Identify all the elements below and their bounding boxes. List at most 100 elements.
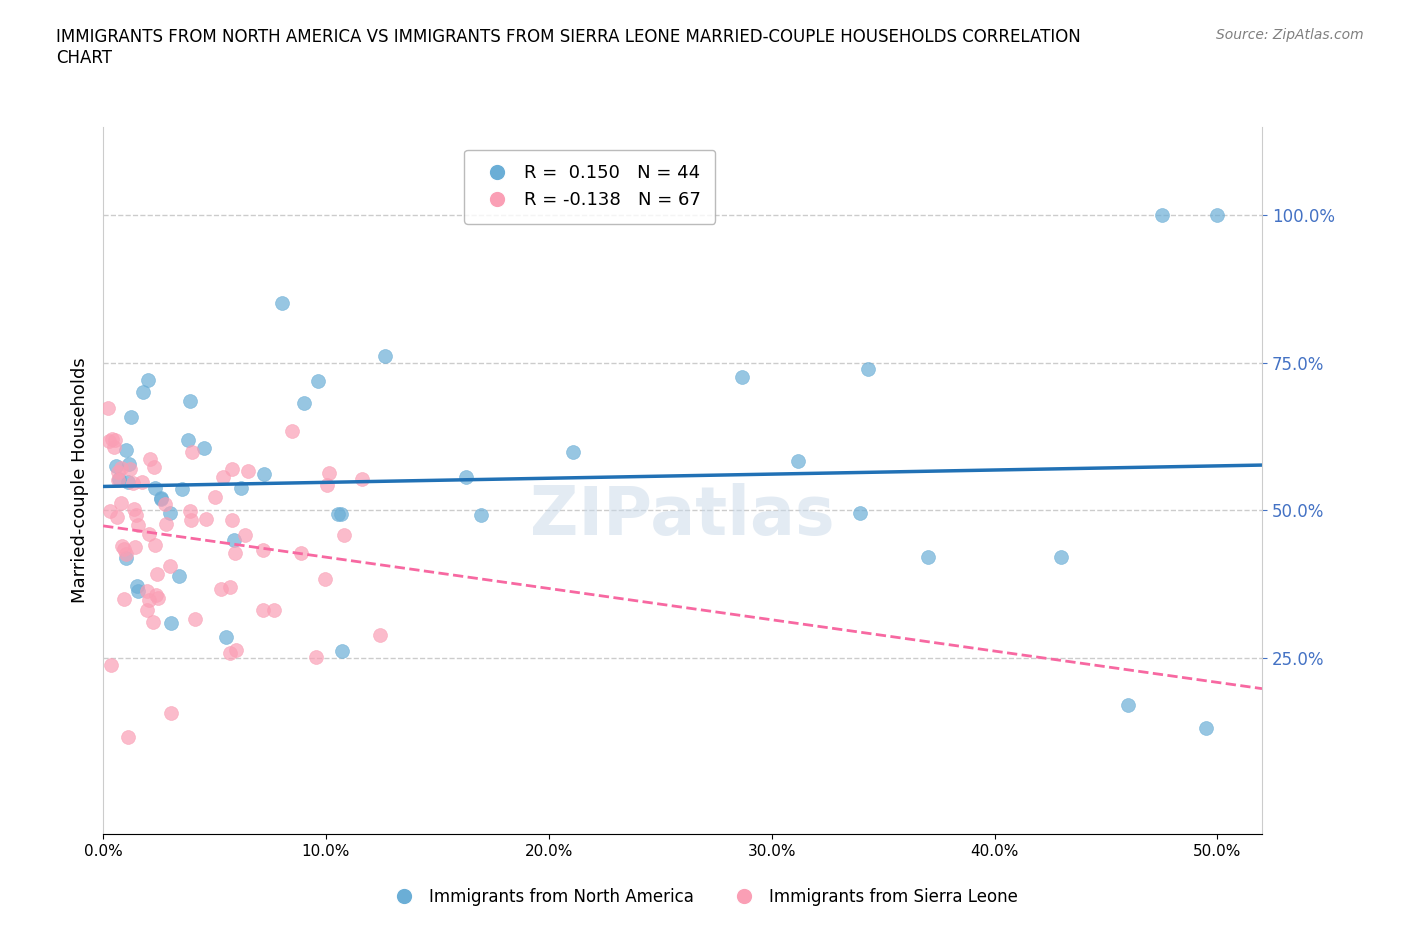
Point <box>107 472 129 486</box>
Point <box>222 533 245 548</box>
Point <box>1118 698 1140 712</box>
Point <box>104 458 127 473</box>
Point <box>127 518 149 533</box>
Point <box>146 566 169 581</box>
Point <box>155 516 177 531</box>
Point <box>103 440 125 455</box>
Point <box>271 296 294 311</box>
Text: ZIPatlas: ZIPatlas <box>530 483 835 549</box>
Point <box>209 581 232 596</box>
Point <box>333 528 356 543</box>
Point <box>1206 207 1229 222</box>
Point <box>97 401 120 416</box>
Point <box>101 432 124 446</box>
Point <box>236 464 259 479</box>
Point <box>117 474 139 489</box>
Point <box>193 441 215 456</box>
Point <box>159 505 181 520</box>
Point <box>122 476 145 491</box>
Point <box>318 465 340 480</box>
Point <box>104 433 127 448</box>
Point <box>211 470 233 485</box>
Point <box>195 512 218 526</box>
Point <box>127 583 149 598</box>
Point <box>731 370 754 385</box>
Point <box>307 374 329 389</box>
Point <box>562 445 585 459</box>
Point <box>456 470 478 485</box>
Point <box>155 497 177 512</box>
Point <box>160 616 183 631</box>
Point <box>786 453 808 468</box>
Point <box>253 466 276 481</box>
Point <box>145 588 167 603</box>
Point <box>120 410 142 425</box>
Point <box>150 491 173 506</box>
Point <box>138 526 160 541</box>
Legend: R =  0.150   N = 44, R = -0.138   N = 67: R = 0.150 N = 44, R = -0.138 N = 67 <box>464 150 716 224</box>
Point <box>179 503 201 518</box>
Point <box>1150 207 1173 222</box>
Point <box>107 465 129 480</box>
Point <box>374 349 396 364</box>
Point <box>115 551 138 565</box>
Point <box>115 443 138 458</box>
Point <box>143 538 166 552</box>
Point <box>849 505 872 520</box>
Point <box>224 546 246 561</box>
Point <box>263 603 285 618</box>
Point <box>160 706 183 721</box>
Point <box>1195 721 1218 736</box>
Point <box>143 481 166 496</box>
Point <box>112 541 135 556</box>
Point <box>124 508 146 523</box>
Point <box>180 513 202 528</box>
Point <box>281 423 304 438</box>
Point <box>132 385 155 400</box>
Point <box>252 543 274 558</box>
Legend: Immigrants from North America, Immigrants from Sierra Leone: Immigrants from North America, Immigrant… <box>381 881 1025 912</box>
Point <box>143 459 166 474</box>
Point <box>314 572 336 587</box>
Point <box>105 510 128 525</box>
Point <box>305 649 328 664</box>
Point <box>330 644 353 659</box>
Point <box>124 539 146 554</box>
Point <box>917 550 939 565</box>
Point <box>370 628 392 643</box>
Point <box>181 445 204 459</box>
Point <box>225 643 247 658</box>
Point <box>330 507 353 522</box>
Point <box>110 496 132 511</box>
Point <box>231 481 253 496</box>
Point <box>177 432 200 447</box>
Text: IMMIGRANTS FROM NORTH AMERICA VS IMMIGRANTS FROM SIERRA LEONE MARRIED-COUPLE HOU: IMMIGRANTS FROM NORTH AMERICA VS IMMIGRA… <box>56 28 1081 67</box>
Point <box>326 507 349 522</box>
Point <box>170 482 193 497</box>
Point <box>139 452 162 467</box>
Point <box>115 547 138 562</box>
Point <box>167 568 190 583</box>
Point <box>219 580 242 595</box>
Point <box>235 527 257 542</box>
Point <box>98 434 121 449</box>
Point <box>136 603 159 618</box>
Point <box>218 645 240 660</box>
Point <box>146 591 169 605</box>
Point <box>290 545 312 560</box>
Point <box>159 558 181 573</box>
Point <box>292 396 315 411</box>
Point <box>111 538 134 553</box>
Point <box>142 615 165 630</box>
Point <box>470 507 492 522</box>
Point <box>179 393 201 408</box>
Point <box>252 603 274 618</box>
Point <box>138 592 160 607</box>
Point <box>112 591 135 606</box>
Point <box>117 457 139 472</box>
Point <box>856 362 879 377</box>
Point <box>149 492 172 507</box>
Point <box>1050 550 1073 565</box>
Text: Source: ZipAtlas.com: Source: ZipAtlas.com <box>1216 28 1364 42</box>
Point <box>122 501 145 516</box>
